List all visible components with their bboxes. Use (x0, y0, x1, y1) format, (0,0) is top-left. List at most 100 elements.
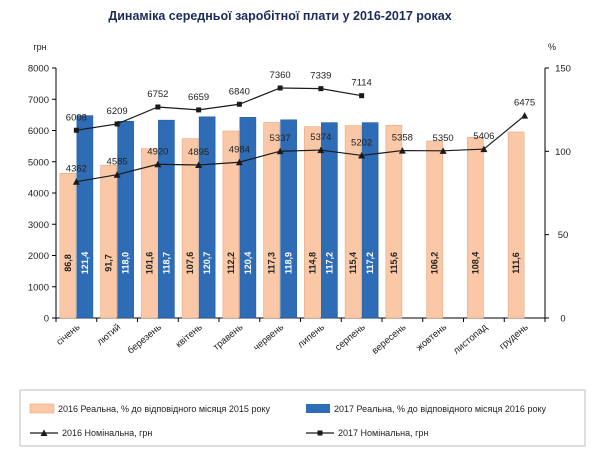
line-value-label: 7114 (351, 78, 371, 89)
x-tick-label: вересень (370, 322, 409, 357)
bar-value-label: 121,4 (80, 252, 90, 275)
line-value-label: 5337 (270, 133, 291, 144)
line-value-label: 4895 (188, 147, 209, 158)
line-2016 (76, 115, 526, 183)
x-tick-label: грудень (497, 322, 530, 352)
x-tick-labels: січень лютий березень квітень травень червень… (54, 322, 530, 357)
left-tick-label: 1000 (28, 282, 49, 293)
x-tick-label: січень (54, 322, 82, 348)
line-value-label: 4984 (229, 144, 250, 155)
bar-2016 (59, 173, 77, 319)
x-tick-label: лютий (95, 322, 123, 348)
x-tick-label: листопад (451, 322, 490, 357)
left-tick-label: 0 (44, 314, 49, 325)
bar-value-label: 115,6 (389, 252, 399, 274)
line-value-label: 7360 (270, 70, 291, 81)
bar-value-label: 101,6 (144, 252, 154, 275)
bar-2016 (222, 130, 240, 319)
bar-2016 (385, 125, 403, 319)
line-marker-2016 (398, 147, 406, 154)
line-marker-2016 (72, 178, 80, 185)
line-value-label: 4920 (147, 146, 168, 157)
x-tick-label: березень (126, 322, 164, 357)
x-tick-label: травень (211, 322, 245, 353)
bar-2016 (304, 126, 321, 319)
line-value-label: 6008 (66, 112, 87, 123)
line-value-label: 6752 (147, 89, 168, 100)
bar-labels: 86,8 91,7 101,6 107,6 112,2 117,3 114,8 115,4 11… (63, 252, 521, 275)
right-tick-label: 150 (555, 64, 571, 75)
left-tick-label: 8000 (28, 64, 49, 75)
line-value-label: 6209 (107, 106, 128, 117)
bar-value-label: 118,7 (161, 252, 171, 274)
left-axis-unit: грн (33, 42, 46, 52)
left-tick-label: 3000 (28, 220, 49, 231)
bar-value-label: 117,2 (365, 252, 375, 274)
bar-value-label: 108,4 (470, 252, 480, 275)
bar-2016 (467, 137, 484, 319)
line-marker-2016 (521, 112, 529, 119)
line-marker-2016 (439, 147, 447, 154)
line-value-label: 5358 (392, 133, 413, 144)
legend-triangle-marker (40, 429, 48, 436)
legend-square-marker (317, 430, 323, 436)
bar-2016 (141, 148, 158, 319)
bar-value-label: 111,6 (511, 252, 521, 274)
x-tick-label: жовтень (414, 322, 449, 354)
bar-value-label: 117,3 (267, 252, 277, 274)
line-marker-2016 (480, 145, 488, 153)
bar-value-label: 112,2 (226, 252, 236, 274)
bars (59, 115, 525, 319)
left-tick-label: 4000 (28, 189, 49, 200)
line-value-label: 7339 (310, 71, 331, 82)
bar-2016 (263, 122, 280, 319)
left-tick-label: 6000 (28, 126, 49, 137)
chart-title: Динаміка середньої заробітної плати у 20… (108, 9, 451, 23)
line-value-label: 5406 (473, 131, 494, 142)
bar-value-label: 120,7 (202, 252, 212, 275)
line-labels: 4362 4585 4920 4895 4984 5337 5374 5202 5358 5350… (66, 70, 535, 175)
line-marker-2016 (195, 161, 203, 169)
line-marker-2017 (155, 104, 161, 110)
legend-label-2017-real: 2017 Реальна, % до відповідного місяця 2… (334, 404, 546, 414)
x-tick-label: серпень (333, 322, 368, 354)
legend-label-2016-nominal: 2016 Номінальна, грн (62, 428, 152, 438)
line-marker-2016 (113, 171, 121, 178)
bar-value-label: 114,8 (307, 252, 317, 274)
line-marker-2017 (359, 93, 365, 99)
line-marker-2017 (318, 86, 324, 92)
bar-2017 (321, 122, 338, 319)
line-value-label: 5374 (310, 132, 331, 143)
legend: 2016 Реальна, % до відповідного місяця 2… (19, 389, 586, 447)
line-value-label: 4362 (66, 164, 87, 175)
bar-2016 (181, 138, 199, 319)
bar-2017 (117, 121, 134, 319)
bar-value-label: 91,7 (104, 254, 114, 272)
x-tick-label: липень (296, 322, 327, 351)
line-value-label: 4585 (107, 157, 128, 168)
line-marker-2016 (358, 151, 366, 159)
x-tick-label: квітень (174, 322, 205, 350)
bar-2016 (507, 131, 525, 319)
left-tick-label: 5000 (28, 157, 49, 168)
legend-swatch-2017-real (306, 404, 330, 413)
line-value-label: 6840 (229, 86, 250, 97)
bar-value-label: 86,8 (63, 254, 73, 272)
line-value-label: 5202 (351, 137, 372, 148)
bar-2016 (100, 164, 117, 319)
axes: 0 1000 2000 3000 4000 5000 6000 7000 8000 0 50 100 1… (28, 64, 571, 325)
x-tick-label: червень (251, 322, 286, 354)
right-tick-label: 100 (555, 147, 571, 158)
line-marker-2016 (317, 146, 325, 154)
bar-value-label: 118,9 (284, 252, 294, 274)
line-marker-2016 (276, 147, 284, 155)
legend-label-2017-nominal: 2017 Номінальна, грн (338, 428, 428, 438)
bar-value-label: 117,2 (324, 252, 334, 274)
bar-2017 (76, 115, 94, 319)
bar-2017 (361, 122, 379, 319)
line-marker-2017 (114, 121, 120, 127)
line-value-label: 5350 (433, 133, 454, 144)
left-tick-label: 7000 (28, 95, 49, 106)
legend-swatch-2016-real (29, 403, 55, 414)
bar-2016 (426, 140, 443, 319)
